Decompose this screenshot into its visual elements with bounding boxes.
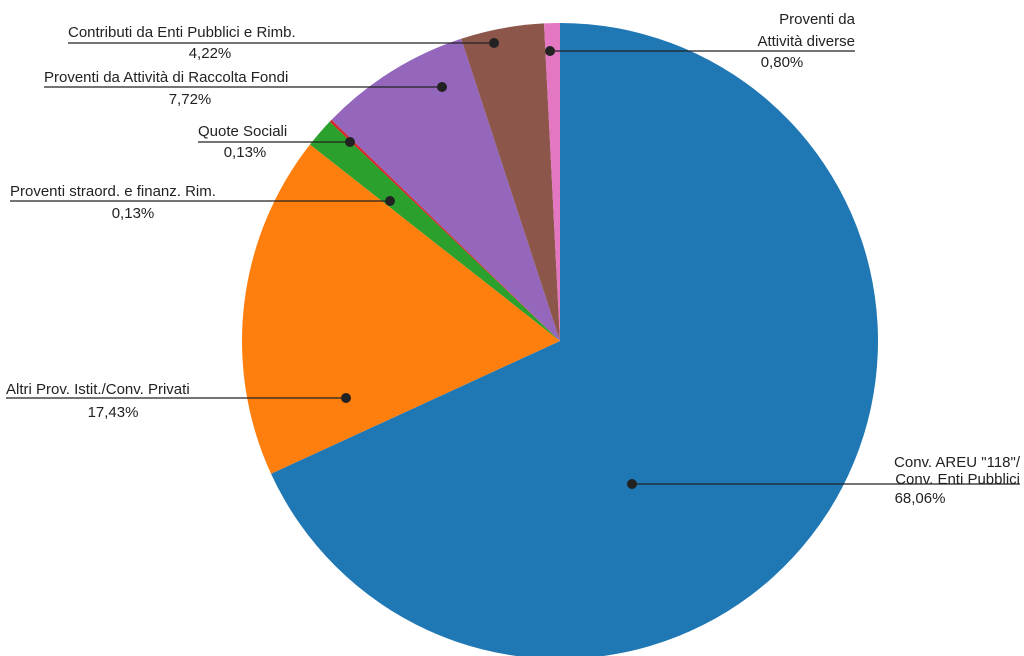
leader-dot-3 bbox=[385, 196, 395, 206]
pie-slices bbox=[241, 22, 878, 656]
slice-labels: Conv. AREU "118"/Conv. Enti Pubblici 68,0… bbox=[6, 11, 1021, 507]
pie-slice-2 bbox=[241, 144, 560, 474]
slice-label-7: Proventi da bbox=[779, 11, 856, 28]
leader-dot-2 bbox=[341, 393, 351, 403]
slice-label-1: Conv. Enti Pubblici bbox=[895, 471, 1020, 488]
slice-label-5: Proventi da Attività di Raccolta Fondi bbox=[44, 69, 288, 86]
pie-slice-5 bbox=[331, 38, 560, 341]
slice-label-6: Contributi da Enti Pubblici e Rimb. bbox=[68, 24, 296, 41]
slice-percent-7: 0,80% bbox=[761, 54, 804, 71]
pie-slice-1 bbox=[271, 23, 878, 656]
pie-slice-3 bbox=[309, 121, 560, 341]
leader-dot-1 bbox=[627, 479, 637, 489]
leader-dot-7 bbox=[545, 46, 555, 56]
pie-slice-7 bbox=[544, 22, 560, 341]
pie-slice-6 bbox=[461, 23, 560, 342]
slice-percent-5: 7,72% bbox=[169, 91, 212, 108]
slice-label-4: Quote Sociali bbox=[198, 123, 287, 140]
slice-percent-4: 0,13% bbox=[224, 144, 267, 161]
slice-label-2: Altri Prov. Istit./Conv. Privati bbox=[6, 381, 190, 398]
leader-dot-4 bbox=[345, 137, 355, 147]
leader-dot-5 bbox=[437, 82, 447, 92]
slice-label-7: Attività diverse bbox=[757, 33, 855, 50]
slice-percent-3: 0,13% bbox=[112, 205, 155, 222]
slice-percent-2: 17,43% bbox=[88, 404, 139, 421]
slice-percent-1: 68,06% bbox=[895, 490, 946, 507]
slice-label-1: Conv. AREU "118"/ bbox=[894, 454, 1021, 471]
leader-dot-6 bbox=[489, 38, 499, 48]
slice-label-3: Proventi straord. e finanz. Rim. bbox=[10, 183, 216, 200]
pie-slice-4 bbox=[329, 119, 560, 341]
slice-percent-6: 4,22% bbox=[189, 45, 232, 62]
